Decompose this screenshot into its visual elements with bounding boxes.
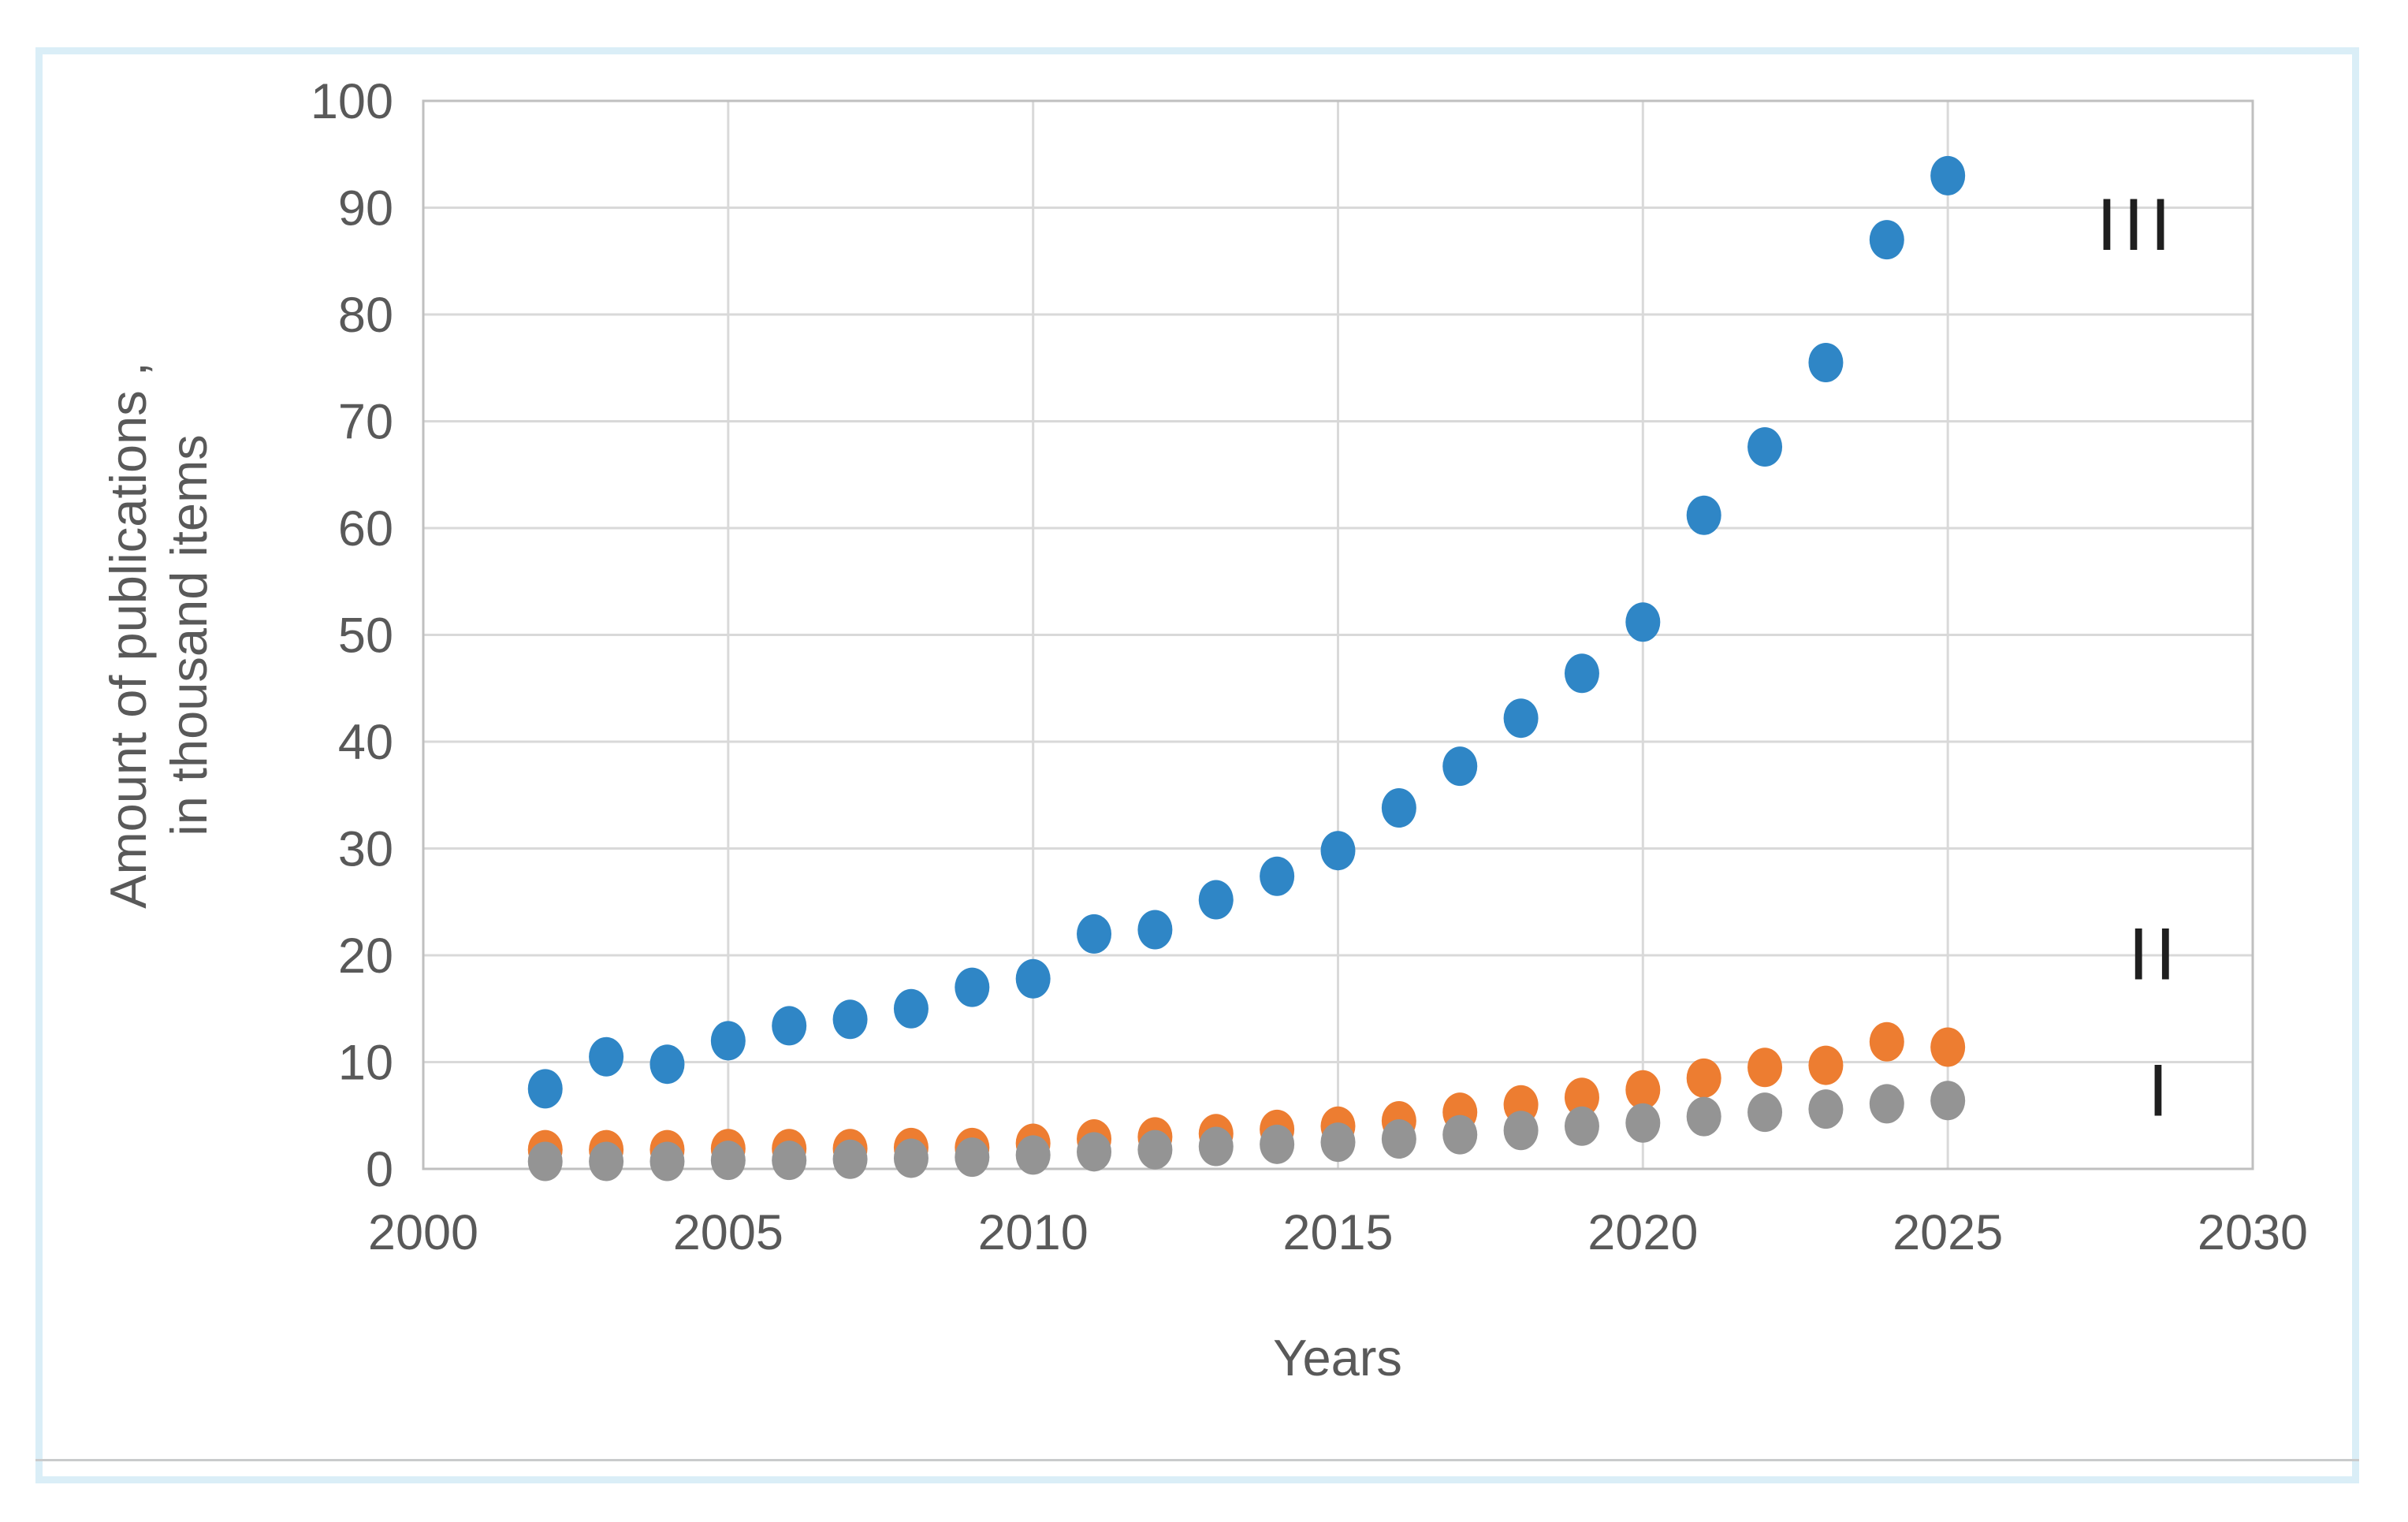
data-point: [1747, 427, 1783, 467]
x-tick-label: 2005: [673, 1205, 783, 1260]
data-point: [1442, 1115, 1478, 1155]
data-point: [1503, 698, 1539, 739]
data-points: [527, 155, 1966, 1182]
data-point: [1564, 653, 1599, 694]
data-point: [1503, 1111, 1539, 1151]
y-tick-label: 30: [338, 822, 393, 877]
data-point: [1260, 1124, 1295, 1164]
y-tick-label: 20: [338, 928, 393, 984]
y-tick-label: 40: [338, 715, 393, 770]
data-point: [1686, 1096, 1721, 1137]
data-point: [589, 1141, 624, 1182]
figure-bottom-divider: [35, 1459, 2359, 1461]
data-point: [1808, 342, 1844, 382]
x-tick-label: 2000: [368, 1205, 478, 1260]
y-tick-label: 80: [338, 288, 393, 343]
data-point: [1686, 495, 1721, 535]
y-tick-label: 0: [366, 1142, 393, 1197]
series-label-III: III: [2097, 183, 2177, 266]
data-point: [1077, 1132, 1112, 1172]
plot-area-border: [422, 99, 2254, 1170]
y-axis-title-line1: Amount of publications ,: [99, 362, 157, 909]
data-point: [1930, 1081, 1966, 1121]
data-point: [832, 999, 868, 1040]
data-point: [1015, 1135, 1051, 1175]
data-point: [649, 1044, 685, 1085]
y-tick-label: 50: [338, 608, 393, 664]
data-point: [1320, 1122, 1356, 1163]
data-point: [710, 1021, 746, 1061]
data-point: [832, 1139, 868, 1179]
y-tick-label: 90: [338, 181, 393, 236]
series-III-points: [527, 155, 1966, 1109]
data-point: [1625, 1103, 1661, 1143]
y-tick-label: 60: [338, 501, 393, 556]
data-point: [1869, 1021, 1904, 1062]
x-axis-title: Years: [1273, 1329, 1402, 1386]
data-point: [1686, 1058, 1721, 1098]
series-I-points: [527, 1081, 1966, 1182]
data-point: [1137, 910, 1173, 950]
data-point: [1381, 1119, 1416, 1159]
data-point: [955, 1137, 990, 1178]
series-label-I: I: [2148, 1049, 2175, 1132]
y-tick-label: 10: [338, 1036, 393, 1091]
data-point: [893, 988, 929, 1029]
data-point: [1930, 1027, 1966, 1067]
data-point: [589, 1036, 624, 1077]
x-tick-label: 2025: [1893, 1205, 2003, 1260]
series-label-II: II: [2128, 912, 2182, 995]
data-point: [1442, 746, 1478, 787]
x-tick-label: 2030: [2198, 1205, 2308, 1260]
data-point: [1260, 856, 1295, 896]
x-tick-label: 2020: [1587, 1205, 1698, 1260]
data-point: [1198, 880, 1234, 920]
data-point: [1808, 1089, 1844, 1129]
data-point: [1930, 155, 1966, 195]
x-tick-label: 2015: [1282, 1205, 1393, 1260]
data-point: [527, 1141, 563, 1182]
data-point: [955, 967, 990, 1007]
data-point: [1564, 1106, 1599, 1146]
data-point: [1747, 1048, 1783, 1088]
gridlines: [423, 101, 2253, 1169]
data-point: [1808, 1045, 1844, 1085]
data-point: [1747, 1092, 1783, 1133]
data-point: [1015, 958, 1051, 999]
y-axis-title-line2: in thousand items: [160, 434, 218, 835]
data-point: [1869, 1084, 1904, 1124]
data-point: [1564, 1077, 1599, 1118]
data-point: [1625, 602, 1661, 642]
data-point: [772, 1006, 807, 1046]
data-point: [1137, 1129, 1173, 1170]
data-point: [1381, 788, 1416, 828]
y-tick-label: 70: [338, 395, 393, 450]
data-point: [527, 1069, 563, 1109]
data-point: [710, 1141, 746, 1181]
data-point: [1077, 914, 1112, 954]
y-tick-label: 100: [311, 74, 393, 129]
data-point: [893, 1138, 929, 1178]
x-tick-label: 2010: [978, 1205, 1089, 1260]
data-point: [1198, 1126, 1234, 1167]
data-point: [1869, 220, 1904, 260]
data-point: [1625, 1070, 1661, 1110]
data-point: [649, 1141, 685, 1182]
data-point: [772, 1141, 807, 1181]
data-point: [1320, 831, 1356, 871]
